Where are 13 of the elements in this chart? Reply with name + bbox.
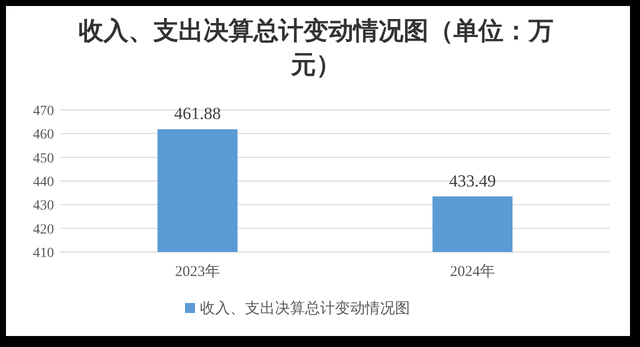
y-tick-label: 420 <box>33 222 54 238</box>
y-tick-label: 410 <box>33 246 54 261</box>
x-tick-label: 2024年 <box>450 263 495 280</box>
y-tick-label: 460 <box>33 128 54 143</box>
data-label: 433.49 <box>449 171 496 190</box>
chart-title: 收入、支出决算总计变动情况图（单位：万元） <box>78 15 554 81</box>
y-tick-label: 440 <box>33 175 54 190</box>
data-label: 461.88 <box>174 104 221 124</box>
y-tick-label: 430 <box>33 198 54 214</box>
legend-label: 收入、支出决算总计变动情况图 <box>200 300 410 317</box>
y-tick-label: 450 <box>33 151 54 166</box>
x-tick-label: 2023年 <box>175 263 220 280</box>
y-tick-label: 470 <box>33 104 54 119</box>
